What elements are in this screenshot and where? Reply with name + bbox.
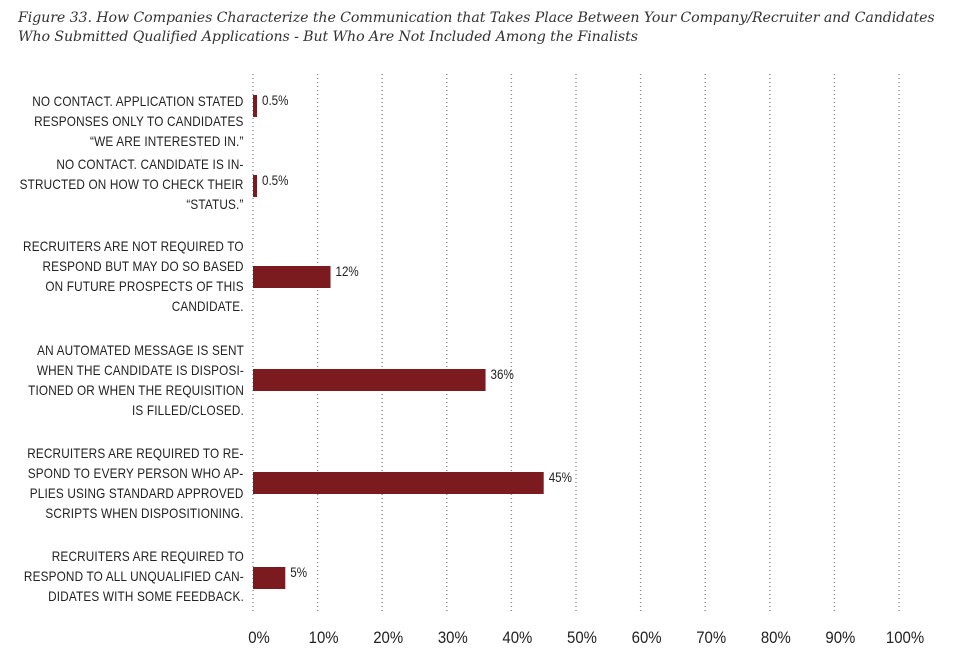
x-tick-label: 20%: [373, 629, 403, 647]
category-label-line: NO CONTACT. APPLICATION STATED: [32, 93, 244, 109]
category-label-line: RESPOND BUT MAY DO SO BASED: [42, 258, 244, 274]
category-label-line: TIONED OR WHEN THE REQUISITION: [28, 382, 244, 398]
x-tick-label: 100%: [886, 629, 924, 647]
category-label: NO CONTACT. APPLICATION STATED RESPONSES …: [33, 91, 244, 151]
x-tick-label: 50%: [567, 629, 597, 647]
category-label-line: RESPONSES ONLY TO CANDIDATES: [34, 113, 245, 129]
bar: [253, 369, 486, 391]
category-label-line: “STATUS.”: [186, 196, 244, 212]
category-label-line: DIDATES WITH SOME FEEDBACK.: [48, 588, 245, 604]
figure-title: Figure 33. How Companies Characterize th…: [18, 9, 948, 47]
bar: [253, 567, 286, 589]
category-label-line: ON FUTURE PROSPECTS OF THIS: [45, 278, 244, 294]
category-label-line: AN AUTOMATED MESSAGE IS SENT: [37, 342, 244, 358]
figure-title-line-1: Figure 33. How Companies Characterize th…: [18, 10, 935, 26]
category-label: RECRUITERS ARE REQUIRED TO RESPOND TO ALL…: [24, 546, 244, 606]
category-label-line: SCRIPTS WHEN DISPOSITIONING.: [45, 505, 244, 521]
category-label-line: RECRUITERS ARE REQUIRED TO: [51, 548, 245, 564]
bar: [253, 95, 257, 117]
bar: [253, 472, 544, 494]
bar-value-label: 0.5%: [262, 93, 288, 108]
x-tick-label: 70%: [696, 629, 726, 647]
x-tick-label: 40%: [502, 629, 532, 647]
category-label: RECRUITERS ARE REQUIRED TO RE- SPOND TO E…: [28, 443, 244, 523]
category-label-line: NO CONTACT. CANDIDATE IS IN-: [56, 156, 245, 172]
category-label-line: IS FILLED/CLOSED.: [131, 402, 244, 418]
figure-title-line-2: Who Submitted Qualified Applications - B…: [18, 29, 638, 45]
category-label: RECRUITERS ARE NOT REQUIRED TO RESPOND BU…: [23, 236, 244, 316]
category-label: NO CONTACT. CANDIDATE IS IN- STRUCTED ON …: [20, 154, 244, 214]
category-label-line: “WE ARE INTERESTED IN.”: [90, 133, 244, 149]
x-tick-label: 90%: [825, 629, 855, 647]
category-label-line: CANDIDATE.: [171, 298, 244, 314]
category-label-line: STRUCTED ON HOW TO CHECK THEIR: [20, 176, 244, 192]
bar-value-label: 5%: [290, 565, 307, 580]
bar-value-label: 36%: [491, 367, 514, 382]
x-tick-label: 60%: [632, 629, 662, 647]
x-tick-label: 80%: [761, 629, 791, 647]
x-tick-label: 0%: [248, 629, 270, 647]
category-label-line: RECRUITERS ARE NOT REQUIRED TO: [23, 238, 244, 254]
category-label-line: WHEN THE CANDIDATE IS DISPOSI-: [36, 362, 244, 378]
category-label-line: RESPOND TO ALL UNQUALIFIED CAN-: [23, 568, 244, 584]
bar: [253, 266, 331, 288]
category-label-line: SPOND TO EVERY PERSON WHO AP-: [28, 465, 244, 481]
category-label-line: PLIES USING STANDARD APPROVED: [30, 485, 244, 501]
bar-value-label: 45%: [549, 470, 572, 485]
x-tick-label: 30%: [438, 629, 468, 647]
x-tick-label: 10%: [309, 629, 339, 647]
category-label: AN AUTOMATED MESSAGE IS SENT WHEN THE CAN…: [28, 340, 244, 420]
bar-value-label: 12%: [336, 264, 359, 279]
category-label-line: RECRUITERS ARE REQUIRED TO RE-: [27, 445, 244, 461]
bar: [253, 175, 257, 197]
bar-value-label: 0.5%: [262, 173, 288, 188]
